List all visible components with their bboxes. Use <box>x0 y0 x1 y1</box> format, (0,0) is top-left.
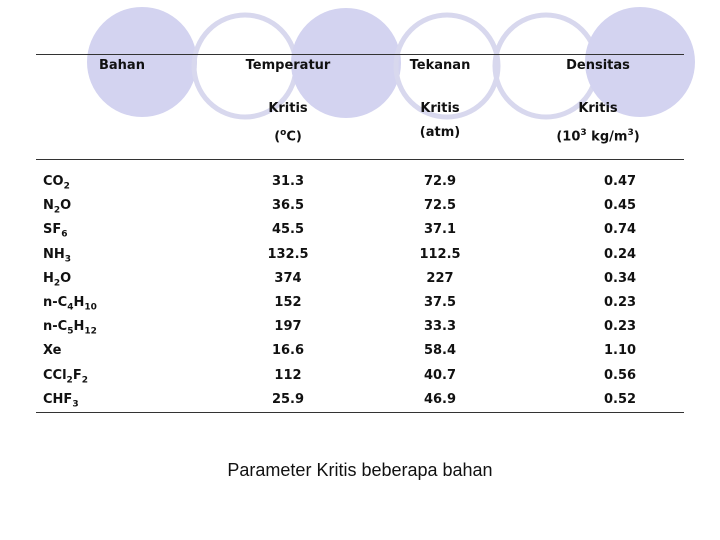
header-temp-unit: (oC) <box>274 128 302 145</box>
row-pressure: 227 <box>426 270 454 286</box>
filled-circle-2 <box>291 8 401 118</box>
row-density: 0.23 <box>603 319 637 335</box>
header-density-unit: (103 kg/m3) <box>556 128 640 145</box>
row-formula: NH3 <box>43 246 72 265</box>
row-temperature: 31.3 <box>271 174 305 189</box>
header-bahan: Bahan <box>99 58 145 73</box>
row-temperature: 197 <box>274 319 302 335</box>
header-densitas: Densitas <box>566 58 630 73</box>
row-formula: N2O <box>43 198 72 216</box>
row-temperature: 25.9 <box>271 391 305 407</box>
row-temperature: 152 <box>274 295 302 310</box>
row-pressure: 46.9 <box>423 391 457 407</box>
row-pressure: 33.3 <box>423 319 457 335</box>
row-density: 1.10 <box>603 343 637 359</box>
filled-circle-1 <box>87 7 197 117</box>
header-pressure-unit: (atm) <box>419 125 461 140</box>
row-formula: CCl2F2 <box>43 367 88 386</box>
row-temperature: 112 <box>274 367 302 383</box>
row-density: 0.52 <box>603 391 637 407</box>
row-pressure: 58.4 <box>423 343 457 359</box>
row-formula: n-C5H12 <box>43 319 97 337</box>
row-formula: n-C4H10 <box>43 295 97 313</box>
row-density: 0.24 <box>603 246 637 262</box>
row-density: 0.74 <box>603 222 637 238</box>
row-pressure: 37.5 <box>423 295 457 310</box>
row-pressure: 112.5 <box>419 246 461 262</box>
row-pressure: 72.9 <box>423 174 457 189</box>
row-formula: SF6 <box>43 222 68 240</box>
row-temperature: 374 <box>274 270 302 286</box>
header-density-kritis: Kritis <box>578 101 618 116</box>
row-formula: Xe <box>43 343 62 359</box>
row-density: 0.47 <box>603 174 637 189</box>
bottom-rule <box>36 412 684 413</box>
row-density: 0.34 <box>603 270 637 286</box>
table-caption: Parameter Kritis beberapa bahan <box>227 460 493 480</box>
header-rule <box>36 159 684 160</box>
header-temp-kritis: Kritis <box>268 101 308 116</box>
row-density: 0.23 <box>603 295 637 310</box>
row-density: 0.56 <box>603 367 637 383</box>
header-temperatur: Temperatur <box>245 58 331 73</box>
filled-circle-3 <box>585 7 695 117</box>
top-rule <box>36 54 684 55</box>
row-temperature: 36.5 <box>271 198 305 214</box>
row-temperature: 132.5 <box>267 246 309 262</box>
header-pressure-kritis: Kritis <box>420 101 460 116</box>
row-temperature: 45.5 <box>271 222 305 238</box>
row-formula: CHF3 <box>43 391 79 410</box>
header-tekanan: Tekanan <box>409 58 471 73</box>
row-formula: H2O <box>43 270 72 289</box>
row-density: 0.45 <box>603 198 637 214</box>
row-temperature: 16.6 <box>271 343 305 359</box>
row-pressure: 37.1 <box>423 222 457 238</box>
row-pressure: 72.5 <box>423 198 457 214</box>
row-pressure: 40.7 <box>423 367 457 383</box>
outline-circle-2 <box>393 12 501 120</box>
row-formula: CO2 <box>43 174 70 192</box>
